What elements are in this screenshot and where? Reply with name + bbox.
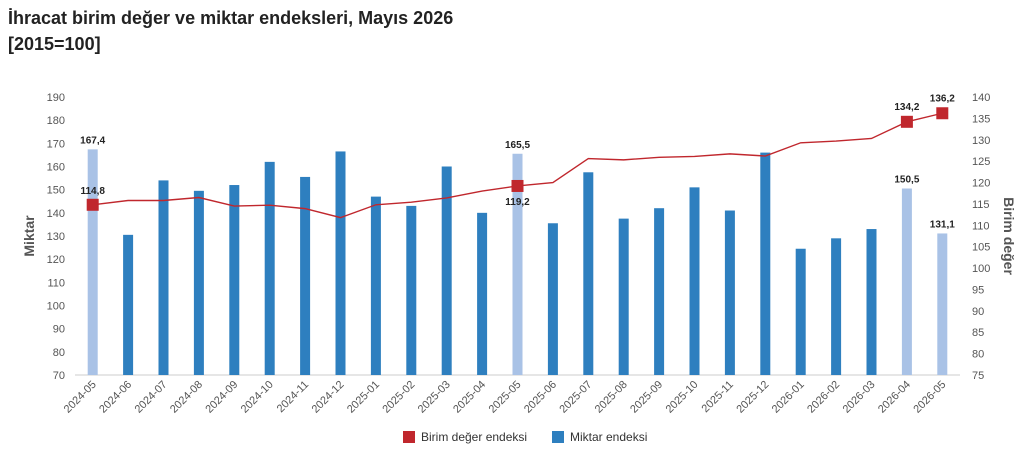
y-left-tick-label: 70 (53, 370, 65, 382)
x-tick-label: 2024-07 (133, 379, 170, 416)
bar-miktar (795, 248, 806, 375)
x-tick-label: 2024-05 (62, 379, 99, 416)
bar-data-label: 167,4 (80, 135, 105, 146)
bar-miktar (158, 180, 169, 375)
bar-miktar (477, 212, 488, 375)
y-left-tick-label: 190 (47, 92, 65, 104)
y-left-tick-label: 140 (47, 208, 65, 220)
x-tick-label: 2024-08 (168, 379, 205, 416)
bar-miktar (406, 205, 417, 375)
bar-miktar (441, 166, 452, 375)
x-tick-label: 2025-05 (487, 379, 524, 416)
bar-data-label: 150,5 (894, 175, 919, 186)
chart-subtitle: [2015=100] (8, 34, 101, 54)
marker-birim-deger (900, 115, 913, 128)
y-left-tick-label: 120 (47, 254, 65, 266)
line-data-label: 114,8 (80, 186, 105, 197)
y-right-tick-label: 100 (972, 263, 990, 275)
x-tick-label: 2025-08 (593, 379, 630, 416)
y-right-tick-label: 85 (972, 327, 984, 339)
y-right-tick-label: 110 (972, 220, 990, 232)
line-data-label: 136,2 (930, 93, 955, 104)
legend-label-miktar: Miktar endeksi (570, 430, 647, 444)
y-left-tick-label: 100 (47, 301, 65, 313)
y-right-tick-label: 140 (972, 92, 990, 104)
bar-miktar (512, 153, 523, 375)
y-left-tick-label: 90 (53, 324, 65, 336)
marker-birim-deger (86, 198, 99, 211)
bar-miktar (618, 218, 629, 375)
x-tick-label: 2025-12 (734, 379, 771, 416)
x-tick-label: 2026-05 (911, 379, 948, 416)
y-right-tick-label: 95 (972, 284, 984, 296)
y-right-tick-label: 130 (972, 135, 990, 147)
y-right-tick-label: 125 (972, 156, 990, 168)
bar-miktar (689, 187, 700, 375)
bar-miktar (370, 196, 381, 375)
bar-miktar (123, 234, 134, 375)
legend-swatch-miktar (552, 431, 564, 443)
bar-miktar (831, 238, 842, 375)
y-right-tick-label: 115 (972, 199, 990, 211)
y-right-tick-label: 80 (972, 349, 984, 361)
bar-miktar (901, 188, 912, 375)
bar-miktar (583, 172, 594, 375)
y-left-tick-label: 150 (47, 185, 65, 197)
y-right-tick-label: 105 (972, 242, 990, 254)
marker-birim-deger (936, 107, 949, 120)
bar-miktar (300, 176, 311, 375)
marker-birim-deger (511, 179, 524, 192)
bar-miktar (937, 233, 948, 375)
x-tick-label: 2025-06 (522, 379, 559, 416)
x-tick-label: 2025-07 (557, 379, 594, 416)
x-tick-label: 2024-09 (203, 379, 240, 416)
y-right-tick-label: 120 (972, 178, 990, 190)
x-tick-label: 2024-10 (239, 379, 276, 416)
x-tick-label: 2026-03 (841, 379, 878, 416)
legend-label-birim-deger: Birim değer endeksi (421, 430, 527, 444)
bar-miktar (335, 151, 346, 375)
x-tick-label: 2024-11 (275, 379, 311, 415)
x-tick-label: 2024-12 (310, 379, 347, 416)
bar-miktar (547, 223, 558, 375)
x-tick-label: 2026-04 (876, 379, 913, 416)
bar-data-label: 165,5 (505, 140, 530, 151)
x-tick-label: 2026-01 (770, 379, 807, 416)
y-right-tick-label: 135 (972, 113, 990, 125)
x-tick-label: 2025-03 (416, 379, 453, 416)
x-tick-label: 2025-09 (628, 379, 665, 416)
bar-miktar (760, 152, 771, 375)
bar-miktar (193, 190, 204, 375)
bar-miktar (87, 149, 98, 375)
bar-miktar (654, 208, 665, 375)
bar-miktar (264, 161, 275, 375)
y-right-tick-label: 75 (972, 370, 984, 382)
bar-miktar (724, 210, 735, 375)
line-data-label: 119,2 (505, 197, 530, 208)
x-tick-label: 2025-10 (664, 379, 701, 416)
y-left-tick-label: 170 (47, 138, 65, 150)
x-tick-label: 2026-02 (805, 379, 842, 416)
y-left-axis-title: Miktar (21, 215, 37, 257)
legend-swatch-birim-deger (403, 431, 415, 443)
x-tick-label: 2025-11 (700, 379, 736, 415)
line-data-label: 134,2 (894, 102, 919, 113)
x-tick-label: 2025-04 (451, 379, 488, 416)
y-left-tick-label: 80 (53, 347, 65, 359)
y-left-tick-label: 130 (47, 231, 65, 243)
y-left-tick-label: 180 (47, 115, 65, 127)
bar-miktar (229, 185, 240, 375)
y-right-axis-title: Birim değer (1001, 197, 1017, 275)
x-tick-label: 2025-01 (345, 379, 382, 416)
y-left-tick-label: 160 (47, 162, 65, 174)
x-tick-label: 2025-02 (380, 379, 417, 416)
bar-miktar (866, 229, 877, 375)
y-left-tick-label: 110 (47, 277, 65, 289)
chart-title: İhracat birim değer ve miktar endeksleri… (8, 8, 454, 28)
x-tick-label: 2024-06 (97, 379, 134, 416)
y-right-tick-label: 90 (972, 306, 984, 318)
bar-data-label: 131,1 (930, 219, 955, 230)
